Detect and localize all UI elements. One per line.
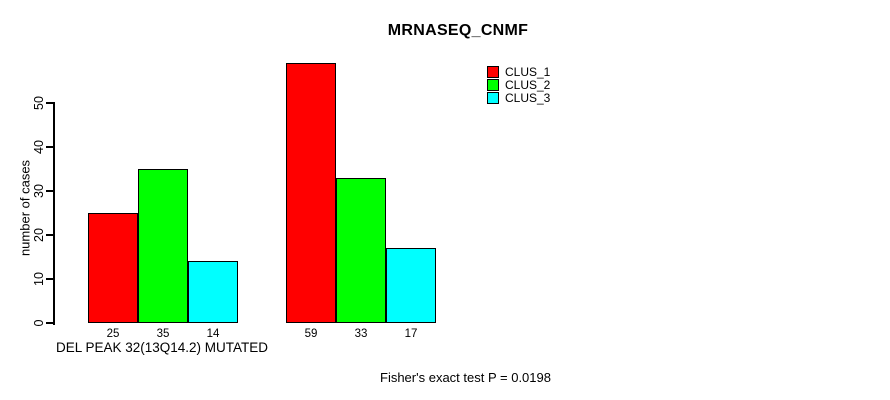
legend: CLUS_1 CLUS_2 CLUS_3 [487, 64, 551, 105]
bar-value-label: 14 [206, 328, 220, 340]
bar-value-label: 33 [354, 328, 368, 340]
legend-swatch-icon [487, 65, 499, 78]
y-axis-tick-label: 40 [32, 140, 46, 154]
x-axis-label: DEL PEAK 32(13Q14.2) MUTATED [55, 340, 269, 355]
bar-clus_1-group2 [286, 63, 336, 323]
y-axis-label: number of cases [17, 159, 33, 257]
bar-value-label: 17 [404, 328, 418, 340]
bar-clus_3-group2 [386, 248, 436, 323]
legend-label: CLUS_1 [505, 64, 551, 79]
y-axis-tick-label: 20 [32, 228, 46, 242]
legend-swatch-icon [487, 78, 499, 91]
bar-value-label: 35 [156, 328, 170, 340]
y-axis-tick [46, 102, 53, 104]
bar-value-label: 59 [304, 328, 318, 340]
y-axis-tick-label: 30 [32, 184, 46, 198]
y-axis-tick-label: 0 [32, 319, 46, 327]
legend-item-clus_3: CLUS_3 [487, 90, 551, 105]
bar-clus_2-group2 [336, 177, 386, 323]
bar-value-label: 25 [106, 328, 120, 340]
bar-clus_1-group1 [88, 213, 138, 323]
y-axis-tick-label: 10 [32, 272, 46, 286]
y-axis-tick-label: 50 [32, 96, 46, 110]
y-axis-tick [46, 146, 53, 148]
y-axis-tick [46, 322, 53, 324]
bar-clus_2-group1 [138, 169, 188, 323]
legend-swatch-icon [487, 91, 499, 104]
fisher-test-annotation: Fisher's exact test P = 0.0198 [380, 370, 551, 385]
legend-label: CLUS_2 [505, 77, 551, 92]
y-axis-tick [46, 190, 53, 192]
legend-item-clus_2: CLUS_2 [487, 77, 551, 92]
legend-label: CLUS_3 [505, 90, 551, 105]
chart-title: MRNASEQ_CNMF [387, 22, 529, 39]
legend-item-clus_1: CLUS_1 [487, 64, 551, 79]
y-axis-line [53, 102, 55, 325]
y-axis-tick [46, 234, 53, 236]
y-axis-tick [46, 278, 53, 280]
bar-clus_3-group1 [188, 261, 238, 323]
